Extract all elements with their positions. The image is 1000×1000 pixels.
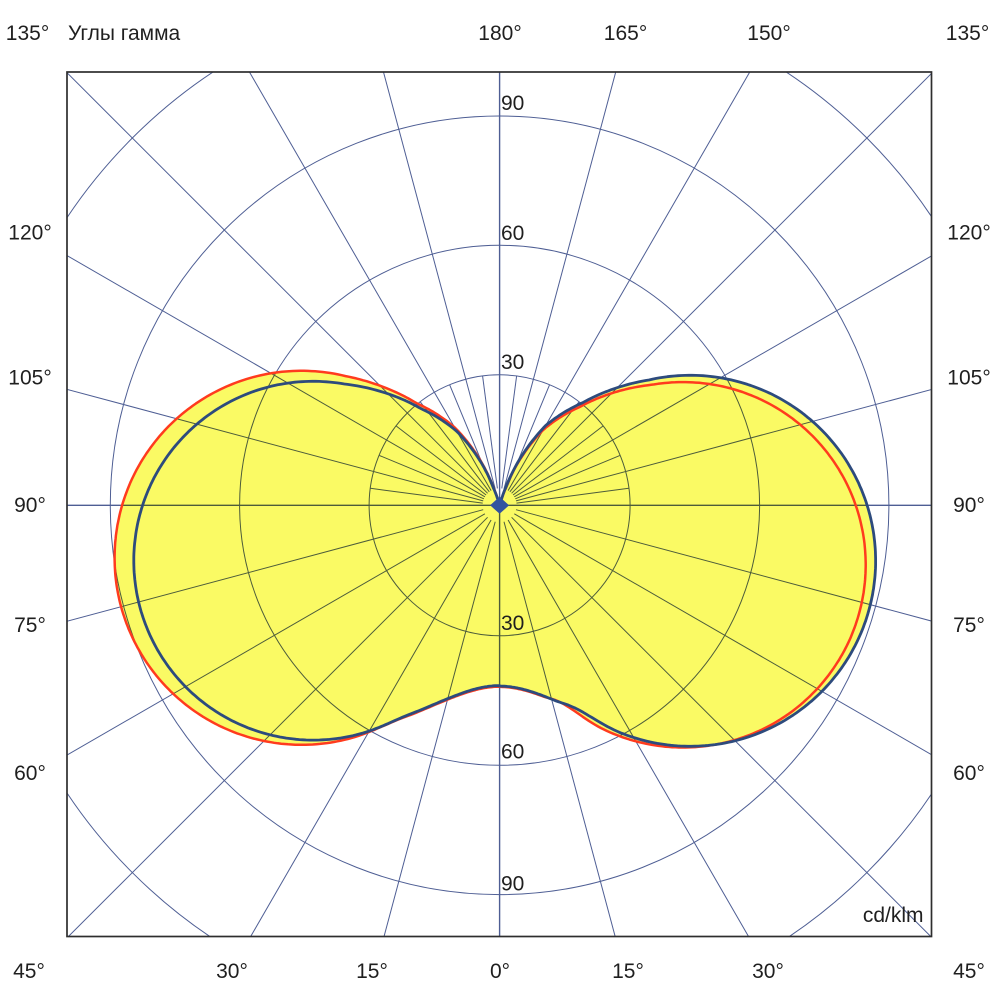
- svg-text:cd/klm: cd/klm: [863, 904, 924, 927]
- svg-text:90°: 90°: [14, 494, 46, 517]
- svg-text:60: 60: [501, 222, 524, 245]
- svg-text:180°: 180°: [478, 22, 521, 45]
- svg-text:30°: 30°: [216, 960, 248, 983]
- svg-text:60: 60: [501, 741, 524, 764]
- svg-text:75°: 75°: [953, 614, 985, 637]
- svg-text:30: 30: [501, 612, 524, 635]
- svg-text:Углы гамма: Углы гамма: [68, 22, 181, 45]
- svg-text:120°: 120°: [8, 222, 51, 245]
- svg-text:15°: 15°: [612, 960, 644, 983]
- svg-text:135°: 135°: [946, 22, 989, 45]
- svg-text:30: 30: [501, 351, 524, 374]
- svg-text:90: 90: [501, 873, 524, 896]
- svg-text:30°: 30°: [752, 960, 784, 983]
- svg-text:0°: 0°: [490, 960, 510, 983]
- svg-text:75°: 75°: [14, 614, 46, 637]
- svg-text:90°: 90°: [953, 494, 985, 517]
- svg-text:45°: 45°: [13, 960, 45, 983]
- svg-text:150°: 150°: [747, 22, 790, 45]
- svg-text:45°: 45°: [953, 960, 985, 983]
- svg-text:60°: 60°: [14, 762, 46, 785]
- svg-text:165°: 165°: [604, 22, 647, 45]
- svg-text:135°: 135°: [6, 22, 49, 45]
- svg-text:90: 90: [501, 92, 524, 115]
- svg-text:60°: 60°: [953, 762, 985, 785]
- svg-text:15°: 15°: [356, 960, 388, 983]
- svg-text:120°: 120°: [947, 222, 990, 245]
- svg-text:105°: 105°: [8, 367, 51, 390]
- svg-text:105°: 105°: [947, 367, 990, 390]
